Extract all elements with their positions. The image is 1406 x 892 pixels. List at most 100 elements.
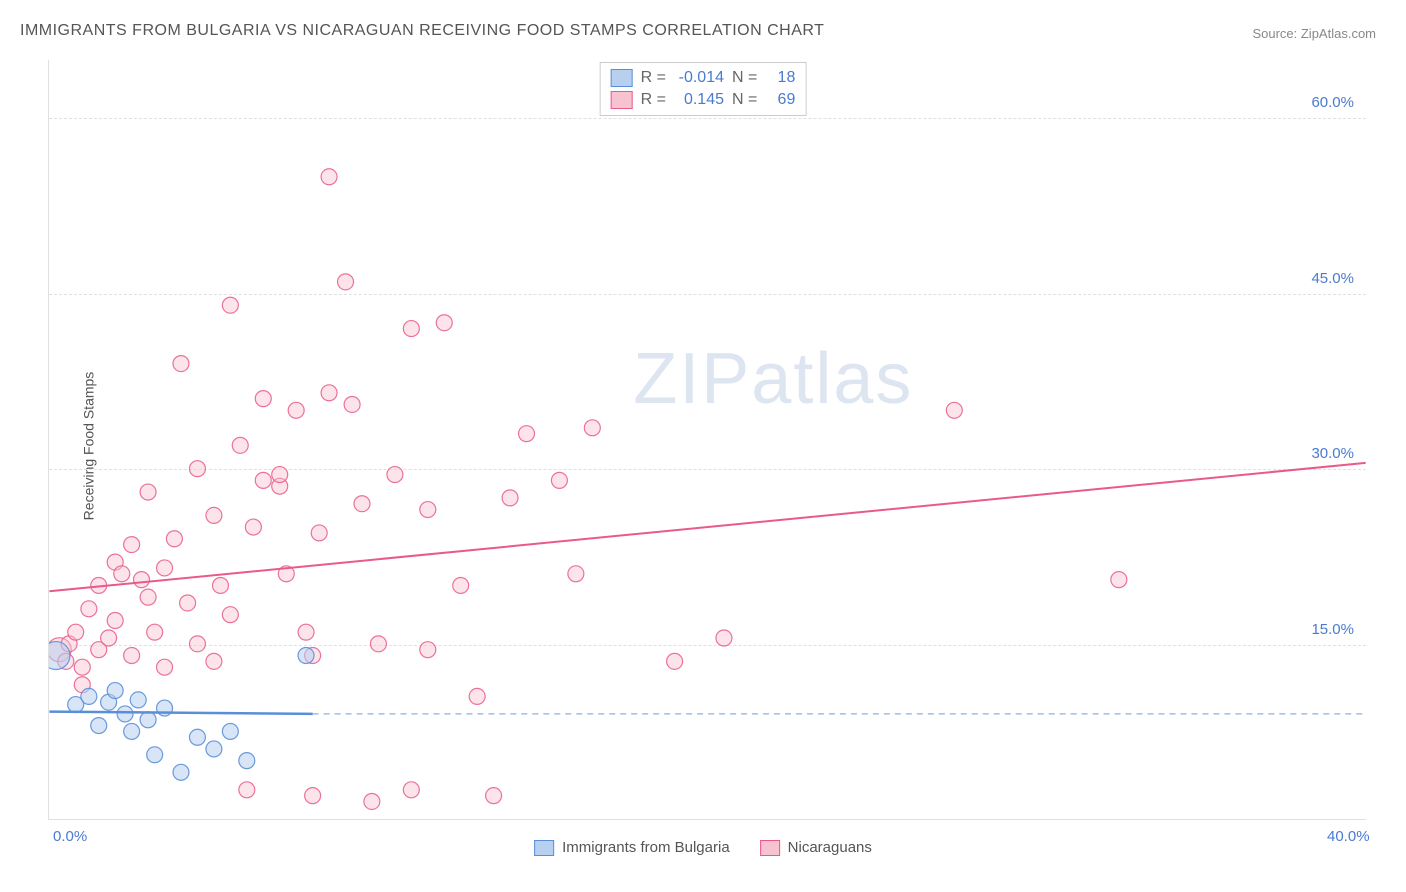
- data-point: [140, 484, 156, 500]
- data-point: [189, 461, 205, 477]
- data-point: [166, 531, 182, 547]
- xtick-label: 40.0%: [1327, 828, 1370, 845]
- n-value-nicaraguans: 69: [765, 91, 795, 109]
- data-point: [716, 630, 732, 646]
- data-point: [519, 426, 535, 442]
- data-point: [239, 782, 255, 798]
- data-point: [420, 642, 436, 658]
- data-point: [147, 624, 163, 640]
- data-point: [239, 753, 255, 769]
- correlation-legend: R = -0.014 N = 18 R = 0.145 N = 69: [600, 62, 807, 116]
- data-point: [288, 402, 304, 418]
- data-point: [157, 659, 173, 675]
- data-point: [667, 653, 683, 669]
- r-label: R =: [641, 91, 666, 109]
- plot-area: ZIPatlas 15.0%30.0%45.0%60.0%0.0%40.0%: [48, 60, 1366, 820]
- data-point: [114, 566, 130, 582]
- data-point: [189, 729, 205, 745]
- n-value-bulgaria: 18: [765, 69, 795, 87]
- data-point: [354, 496, 370, 512]
- data-point: [387, 467, 403, 483]
- swatch-nicaraguans: [760, 840, 780, 856]
- data-point: [338, 274, 354, 290]
- data-point: [124, 537, 140, 553]
- data-point: [311, 525, 327, 541]
- series-legend: Immigrants from Bulgaria Nicaraguans: [534, 839, 872, 856]
- chart-svg: [49, 60, 1366, 819]
- data-point: [68, 624, 84, 640]
- data-point: [107, 613, 123, 629]
- swatch-bulgaria: [534, 840, 554, 856]
- data-point: [180, 595, 196, 611]
- data-point: [134, 572, 150, 588]
- data-point: [245, 519, 261, 535]
- r-value-nicaraguans: 0.145: [674, 91, 724, 109]
- data-point: [81, 688, 97, 704]
- data-point: [140, 589, 156, 605]
- data-point: [255, 391, 271, 407]
- data-point: [370, 636, 386, 652]
- swatch-bulgaria: [611, 69, 633, 87]
- data-point: [157, 560, 173, 576]
- source-attribution: Source: ZipAtlas.com: [1252, 26, 1376, 41]
- data-point: [298, 624, 314, 640]
- data-point: [147, 747, 163, 763]
- data-point: [124, 723, 140, 739]
- data-point: [189, 636, 205, 652]
- data-point: [212, 577, 228, 593]
- data-point: [584, 420, 600, 436]
- data-point: [74, 659, 90, 675]
- legend-item-nicaraguans: Nicaraguans: [760, 839, 872, 856]
- data-point: [344, 396, 360, 412]
- data-point: [551, 472, 567, 488]
- data-point: [321, 169, 337, 185]
- data-point: [255, 472, 271, 488]
- data-point: [117, 706, 133, 722]
- data-point: [502, 490, 518, 506]
- data-point: [107, 683, 123, 699]
- data-point: [91, 718, 107, 734]
- data-point: [1111, 572, 1127, 588]
- data-point: [272, 467, 288, 483]
- data-point: [173, 356, 189, 372]
- data-point: [568, 566, 584, 582]
- r-value-bulgaria: -0.014: [674, 69, 724, 87]
- data-point: [206, 653, 222, 669]
- data-point: [420, 502, 436, 518]
- data-point: [232, 437, 248, 453]
- r-label: R =: [641, 69, 666, 87]
- data-point: [403, 782, 419, 798]
- data-point: [173, 764, 189, 780]
- data-point: [222, 723, 238, 739]
- data-point: [298, 648, 314, 664]
- data-point: [124, 648, 140, 664]
- data-point: [486, 788, 502, 804]
- n-label: N =: [732, 91, 757, 109]
- xtick-label: 0.0%: [53, 828, 87, 845]
- data-point: [453, 577, 469, 593]
- data-point: [206, 741, 222, 757]
- n-label: N =: [732, 69, 757, 87]
- chart-title: IMMIGRANTS FROM BULGARIA VS NICARAGUAN R…: [20, 22, 824, 40]
- data-point: [436, 315, 452, 331]
- series-name-bulgaria: Immigrants from Bulgaria: [562, 839, 730, 856]
- data-point: [469, 688, 485, 704]
- swatch-nicaraguans: [611, 91, 633, 109]
- data-point: [81, 601, 97, 617]
- data-point: [140, 712, 156, 728]
- data-point: [364, 793, 380, 809]
- data-point: [321, 385, 337, 401]
- series-name-nicaraguans: Nicaraguans: [788, 839, 872, 856]
- regression-line: [49, 712, 312, 714]
- data-point: [206, 507, 222, 523]
- data-point: [101, 630, 117, 646]
- data-point: [305, 788, 321, 804]
- data-point: [130, 692, 146, 708]
- data-point: [403, 321, 419, 337]
- legend-row-bulgaria: R = -0.014 N = 18: [611, 67, 796, 89]
- legend-item-bulgaria: Immigrants from Bulgaria: [534, 839, 730, 856]
- data-point: [222, 607, 238, 623]
- legend-row-nicaraguans: R = 0.145 N = 69: [611, 89, 796, 111]
- data-point: [222, 297, 238, 313]
- data-point: [946, 402, 962, 418]
